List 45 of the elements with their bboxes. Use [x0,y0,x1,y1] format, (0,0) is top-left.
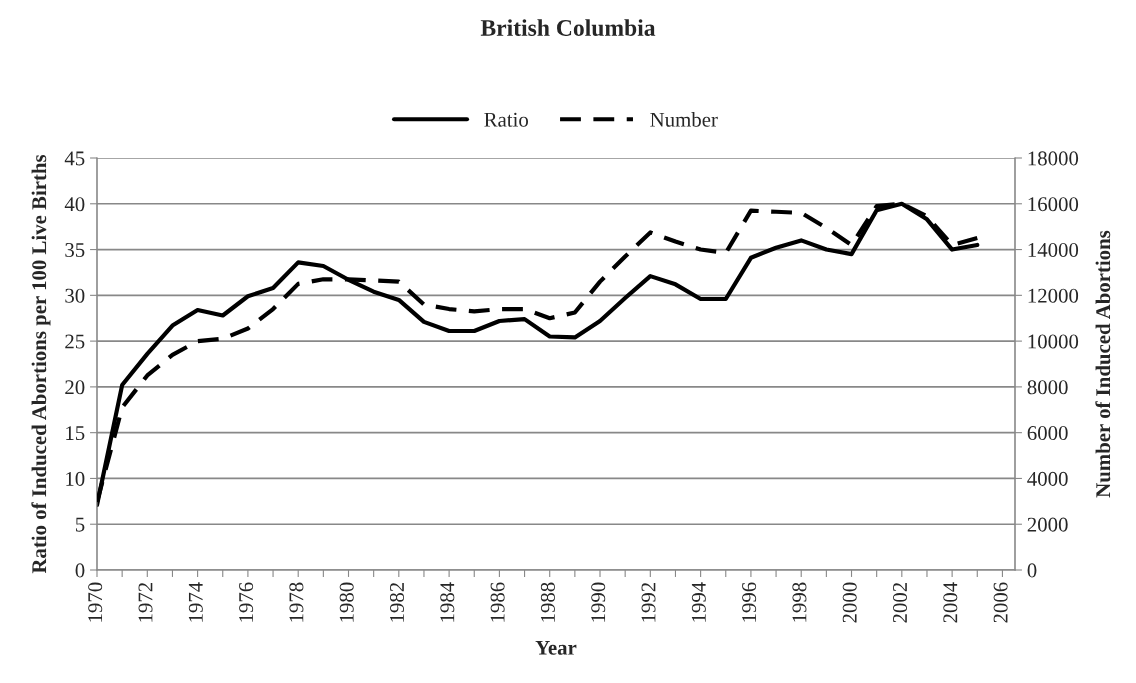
y-tick-label: 25 [65,334,85,349]
y2-tick-label: 18000 [1028,151,1079,166]
x-tick-label: 2000 [842,582,857,623]
y2-tick-label: 8000 [1027,380,1068,395]
y-tick-label: 20 [65,380,85,395]
x-tick-label: 2004 [943,582,958,623]
chart-title: British Columbia [480,19,656,36]
x-tick-label: 1982 [389,582,405,622]
y2-tick-label: 2000 [1027,517,1068,532]
y2-tick-label: 0 [1027,563,1037,578]
x-tick-label: 1974 [188,582,203,622]
x-tick-label: 1994 [691,582,706,622]
x-tick-label: 1992 [641,582,656,622]
legend-label: Ratio [484,112,529,127]
y2-tick-label: 12000 [1028,288,1079,303]
y2-tick-label: 4000 [1027,471,1068,486]
x-tick-label: 2006 [993,582,1008,623]
x-tick-label: 1988 [540,582,555,622]
x-tick-label: 1984 [440,582,455,622]
y-tick-label: 15 [66,426,85,441]
y-tick-label: 45 [64,151,85,166]
x-tick-label: 2002 [892,582,908,623]
x-tick-label: 1976 [239,582,254,622]
y-tick-label: 30 [65,288,85,303]
x-tick-label: 1998 [792,582,807,622]
y2-tick-label: 10000 [1028,334,1079,349]
x-tick-label: 1996 [742,582,757,622]
x-tick-label: 1986 [490,582,505,622]
x-tick-label: 1978 [289,582,304,622]
x-axis-title: Year [535,640,577,655]
y-tick-label: 40 [64,197,85,212]
y2-tick-label: 6000 [1027,426,1068,441]
y2-tick-label: 14000 [1028,242,1079,257]
x-tick-label: 1980 [339,582,354,622]
x-tick-label: 1972 [138,582,153,622]
x-tick-label: 1990 [591,582,606,622]
y2-tick-label: 16000 [1028,197,1079,212]
y-tick-label: 10 [66,471,85,486]
y2-axis-title: Number of Induced Abortions [1095,230,1111,498]
y-axis-title: Ratio of Induced Abortions per 100 Live Births [31,154,51,574]
y-tick-label: 35 [65,242,85,257]
y-tick-label: 0 [75,563,85,578]
x-tick-label: 1970 [88,582,103,622]
legend-label: Number [650,112,718,127]
y-tick-label: 5 [75,517,85,532]
